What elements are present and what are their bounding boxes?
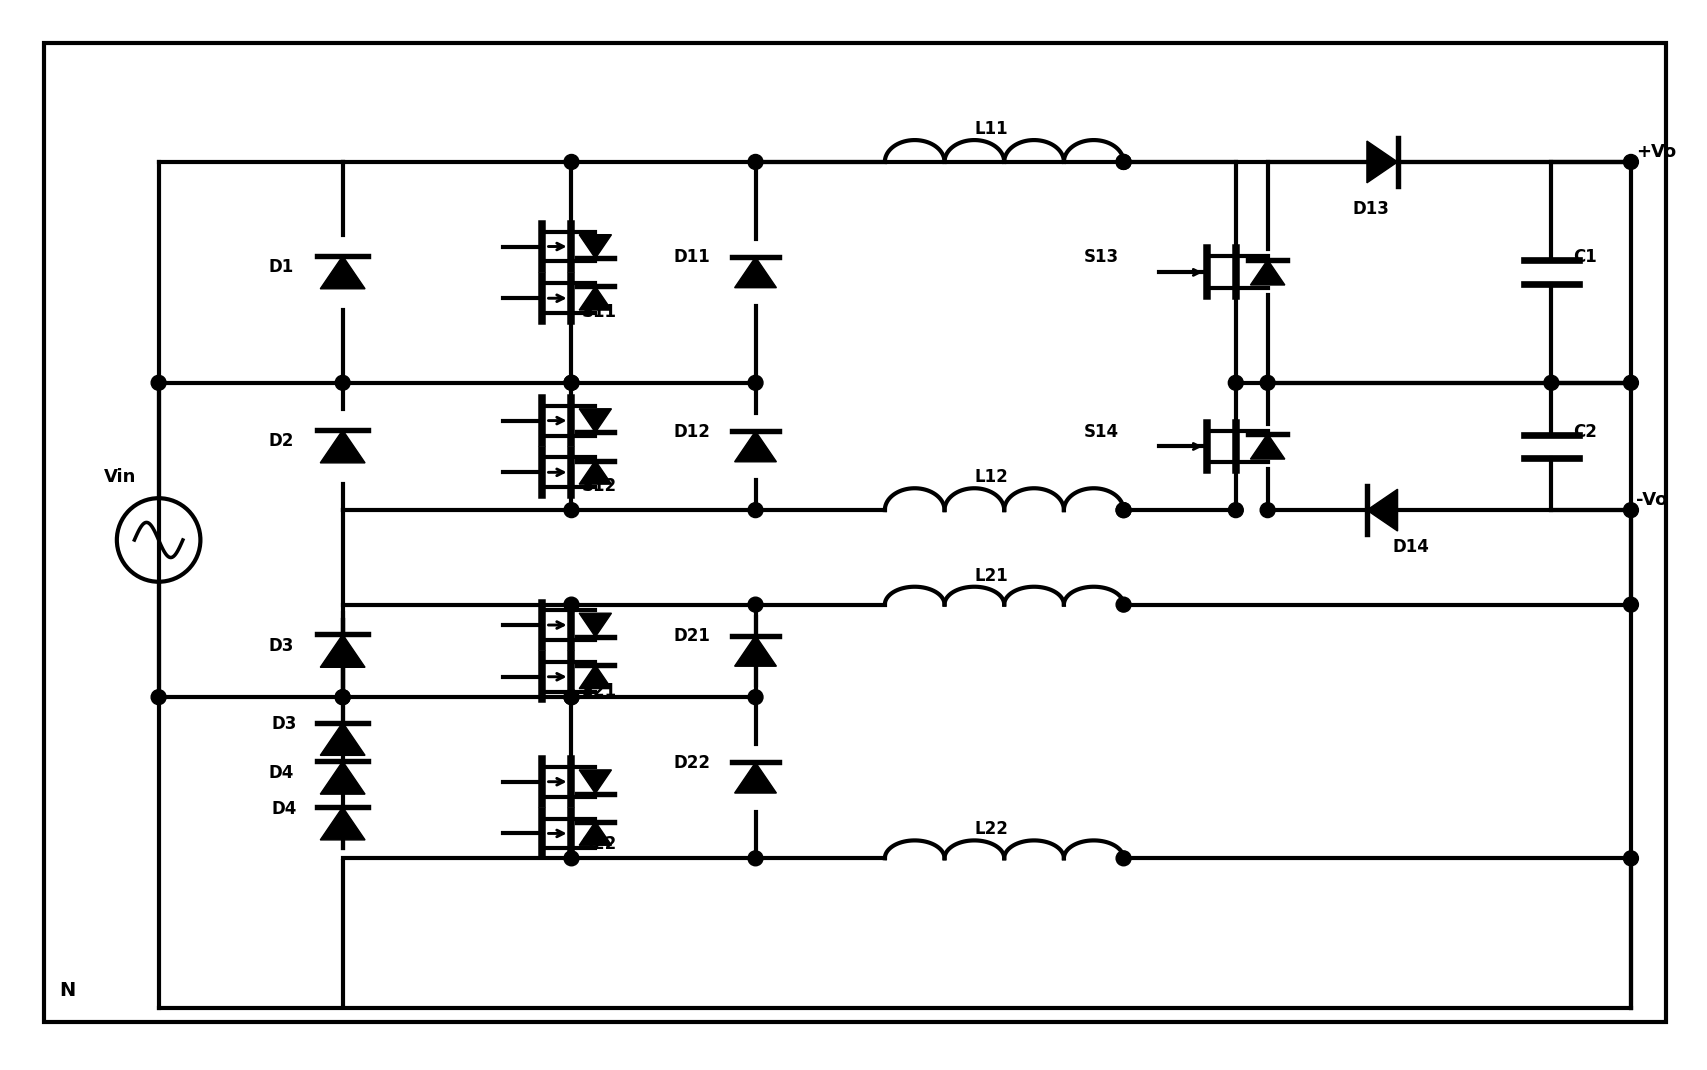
Polygon shape [579, 460, 611, 484]
Circle shape [1623, 597, 1637, 612]
Circle shape [1260, 376, 1275, 391]
Polygon shape [579, 822, 611, 845]
Text: D3: D3 [268, 637, 294, 655]
Circle shape [152, 690, 166, 705]
Circle shape [1623, 154, 1637, 169]
Circle shape [748, 154, 763, 169]
Circle shape [1623, 503, 1637, 518]
Circle shape [1115, 503, 1130, 518]
Polygon shape [321, 807, 365, 840]
Circle shape [563, 851, 579, 866]
Circle shape [1623, 376, 1637, 391]
Text: S13: S13 [1084, 248, 1118, 266]
Text: D2: D2 [268, 432, 294, 450]
Text: S12: S12 [580, 477, 616, 495]
Polygon shape [734, 763, 777, 793]
Circle shape [748, 503, 763, 518]
Text: S11: S11 [580, 303, 616, 321]
Polygon shape [321, 635, 365, 668]
Circle shape [563, 690, 579, 705]
Text: D14: D14 [1391, 538, 1429, 556]
Polygon shape [579, 234, 611, 258]
Text: S22: S22 [580, 836, 616, 854]
Circle shape [335, 690, 350, 705]
Polygon shape [734, 636, 777, 667]
Circle shape [563, 376, 579, 391]
Polygon shape [579, 770, 611, 794]
Text: D4: D4 [268, 764, 294, 782]
Polygon shape [1250, 260, 1284, 285]
Text: -Vo: -Vo [1635, 491, 1666, 509]
Circle shape [748, 851, 763, 866]
Polygon shape [579, 287, 611, 310]
Circle shape [1623, 851, 1637, 866]
Polygon shape [321, 430, 365, 463]
Circle shape [1543, 376, 1558, 391]
Text: D22: D22 [674, 753, 710, 771]
Circle shape [1227, 503, 1243, 518]
Circle shape [1115, 851, 1130, 866]
Text: C1: C1 [1572, 248, 1596, 266]
Circle shape [1260, 503, 1275, 518]
Polygon shape [734, 431, 777, 462]
Polygon shape [579, 664, 611, 689]
Text: Vin: Vin [104, 469, 137, 486]
Circle shape [563, 376, 579, 391]
Text: D4: D4 [271, 799, 297, 817]
Circle shape [1115, 154, 1130, 169]
Text: D13: D13 [1352, 200, 1388, 217]
Text: L11: L11 [973, 120, 1007, 138]
Circle shape [152, 376, 166, 391]
Polygon shape [321, 762, 365, 794]
Circle shape [563, 154, 579, 169]
Circle shape [748, 376, 763, 391]
Polygon shape [734, 257, 777, 288]
Circle shape [335, 376, 350, 391]
Text: D11: D11 [674, 248, 710, 266]
Text: D3: D3 [271, 715, 297, 733]
Polygon shape [579, 613, 611, 637]
Text: S21: S21 [580, 682, 616, 700]
Polygon shape [321, 256, 365, 289]
Circle shape [1115, 154, 1130, 169]
Circle shape [1115, 597, 1130, 612]
Circle shape [1227, 376, 1243, 391]
Polygon shape [579, 409, 611, 432]
Text: S14: S14 [1084, 423, 1118, 441]
Polygon shape [1366, 141, 1396, 183]
Text: D12: D12 [674, 423, 710, 441]
Circle shape [563, 597, 579, 612]
Text: +Vo: +Vo [1635, 143, 1675, 160]
Circle shape [748, 690, 763, 705]
Polygon shape [321, 722, 365, 755]
Circle shape [1115, 503, 1130, 518]
Circle shape [563, 690, 579, 705]
Text: D1: D1 [268, 258, 294, 276]
Text: C2: C2 [1572, 423, 1596, 441]
Circle shape [335, 690, 350, 705]
Circle shape [563, 503, 579, 518]
Text: L22: L22 [973, 821, 1007, 839]
Polygon shape [1366, 489, 1396, 531]
Text: N: N [60, 980, 75, 999]
Text: L21: L21 [973, 567, 1007, 585]
Circle shape [748, 597, 763, 612]
Text: D21: D21 [674, 627, 710, 645]
Polygon shape [1250, 433, 1284, 459]
Text: L12: L12 [973, 469, 1007, 486]
